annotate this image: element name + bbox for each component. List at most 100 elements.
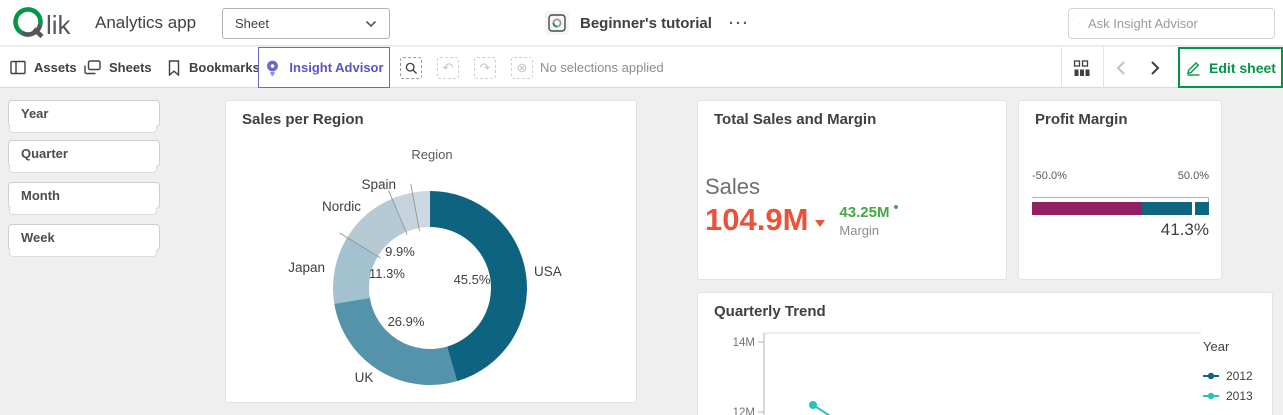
donut-segment-divider: [410, 183, 420, 232]
document-title: Beginner's tutorial: [580, 14, 712, 32]
sales-per-region-card: Sales per Region Region USA 45.5% UK 26.9% J…: [225, 100, 637, 403]
insight-advisor-label: Insight Advisor: [289, 60, 384, 75]
gauge-bar: [1032, 202, 1209, 215]
quarterly-trend-title: Quarterly Trend: [714, 303, 826, 320]
undo-icon: ↶: [442, 60, 454, 75]
trend-line-2013[interactable]: [812, 404, 846, 415]
total-sales-title: Total Sales and Margin: [714, 111, 877, 128]
search-selections-button[interactable]: [400, 57, 422, 79]
donut-segment-other[interactable]: [412, 191, 430, 229]
pencil-icon: [1187, 62, 1200, 76]
legend-line-marker-icon: [1203, 372, 1219, 380]
toolbar: Assets Sheets Bookmarks Insight Advisor: [0, 47, 1283, 88]
legend-item-2013[interactable]: 2013: [1203, 386, 1253, 406]
toolbar-divider: [1061, 47, 1062, 88]
margin-kpi-group: 43.25M Margin: [839, 202, 899, 238]
lightbulb-icon: [267, 60, 279, 76]
sheet-selector-dropdown[interactable]: Sheet: [222, 8, 390, 39]
trend-point-2013[interactable]: [809, 401, 817, 409]
insight-advisor-button[interactable]: Insight Advisor: [258, 47, 390, 88]
clear-selections-button[interactable]: ⊗: [511, 57, 533, 79]
document-group: Beginner's tutorial ···: [545, 0, 750, 46]
redo-icon: ↷: [479, 60, 491, 75]
sheets-button[interactable]: Sheets: [84, 47, 152, 88]
selections-status: No selections applied: [540, 60, 664, 75]
edit-sheet-button[interactable]: Edit sheet: [1178, 47, 1283, 88]
gauge-min-label: -50.0%: [1032, 170, 1067, 182]
donut-pct-Japan: 11.3%: [369, 266, 405, 281]
sales-per-region-title: Sales per Region: [242, 111, 364, 128]
sheet-overview-button[interactable]: [1070, 56, 1094, 80]
next-sheet-button[interactable]: [1143, 56, 1167, 80]
legend-line-marker-icon: [1203, 392, 1219, 400]
donut-segment-divider: [388, 190, 408, 235]
sales-per-region-donut-chart[interactable]: USA 45.5% UK 26.9% Japan 11.3% Nordic 9.9% Spain: [226, 101, 638, 404]
undo-selection-button[interactable]: ↶: [437, 57, 459, 79]
qlik-logo-gray-arc: [20, 23, 43, 37]
sheet-area: Year Quarter Month Week Sales per Region…: [0, 89, 1283, 415]
app-thumbnail-icon: [545, 11, 569, 35]
legend-label: 2012: [1226, 369, 1253, 383]
redo-selection-button[interactable]: ↷: [474, 57, 496, 79]
margin-kpi-label: Margin: [839, 223, 880, 238]
filter-quarter[interactable]: Quarter: [8, 140, 160, 173]
donut-segment-Nordic[interactable]: [347, 198, 407, 257]
gauge-value-marker: [1191, 202, 1195, 215]
bookmarks-button[interactable]: Bookmarks: [167, 47, 260, 88]
chevron-left-icon: [1116, 61, 1124, 75]
donut-segment-Japan[interactable]: [333, 237, 378, 304]
qlik-logo-green-arc: [13, 7, 43, 35]
donut-segment-UK[interactable]: [334, 297, 458, 385]
trend-legend-title: Year: [1203, 339, 1230, 354]
donut-pct-USA: 45.5%: [454, 272, 491, 287]
legend-label: 2013: [1226, 389, 1253, 403]
gauge-low-segment: [1032, 202, 1142, 215]
chevron-down-icon: [365, 20, 377, 27]
filter-month[interactable]: Month: [8, 182, 160, 215]
margin-trend-indicator-icon: [894, 205, 899, 209]
insight-advisor-search[interactable]: [1068, 8, 1275, 39]
legend-item-2012[interactable]: 2012: [1203, 366, 1253, 386]
edit-sheet-label: Edit sheet: [1209, 59, 1276, 76]
donut-dimension-label: Region: [411, 147, 453, 162]
bookmarks-label: Bookmarks: [189, 60, 260, 75]
sheets-label: Sheets: [109, 60, 152, 75]
search-selections-icon: [405, 62, 417, 74]
gauge-max-label: 50.0%: [1177, 170, 1209, 182]
gauge-value-label: 41.3%: [1160, 220, 1209, 239]
logo-lik: lik: [46, 10, 72, 40]
assets-panel-icon: [10, 60, 26, 75]
search-input[interactable]: [1088, 16, 1264, 31]
assets-button[interactable]: Assets: [10, 47, 77, 88]
donut-segment-divider: [339, 232, 381, 259]
profit-margin-card[interactable]: Profit Margin -50.0% 50.0% 41.3%: [1018, 100, 1222, 280]
margin-kpi-value: 43.25M: [839, 204, 890, 221]
donut-label-USA: USA: [534, 264, 562, 279]
profit-margin-title: Profit Margin: [1035, 111, 1128, 128]
sales-kpi-value: 104.9M: [705, 202, 809, 237]
donut-pct-Nordic: 9.9%: [385, 244, 415, 259]
donut-label-Japan: Japan: [288, 260, 325, 275]
header-bar: lik Analytics app Sheet Beginner's tutor…: [0, 0, 1283, 46]
chevron-right-icon: [1151, 61, 1159, 75]
clear-selections-icon: ⊗: [516, 60, 528, 75]
filter-week[interactable]: Week: [8, 224, 160, 257]
sheets-icon: [84, 60, 101, 75]
quarterly-trend-line-chart[interactable]: 14M 12M: [698, 293, 1274, 415]
total-sales-margin-card[interactable]: Total Sales and Margin Sales 104.9M 43.2…: [697, 100, 1007, 280]
bookmark-icon: [168, 59, 180, 76]
donut-segment-Spain[interactable]: [392, 192, 419, 232]
toolbar-divider: [1103, 47, 1104, 88]
assets-label: Assets: [34, 60, 77, 75]
gauge-high-segment: [1141, 202, 1209, 215]
donut-label-Nordic: Nordic: [322, 199, 361, 214]
y-tick-label: 14M: [733, 337, 755, 349]
filter-year[interactable]: Year: [8, 100, 160, 133]
donut-label-UK: UK: [355, 370, 374, 385]
previous-sheet-button[interactable]: [1108, 56, 1132, 80]
donut-segment-USA[interactable]: [430, 191, 527, 382]
more-options-menu[interactable]: ···: [728, 14, 750, 32]
search-icon: [1079, 23, 1080, 24]
quarterly-trend-card: Quarterly Trend 14M 12M Year 2012 2013: [697, 292, 1273, 415]
sales-trend-down-icon: [815, 220, 826, 227]
